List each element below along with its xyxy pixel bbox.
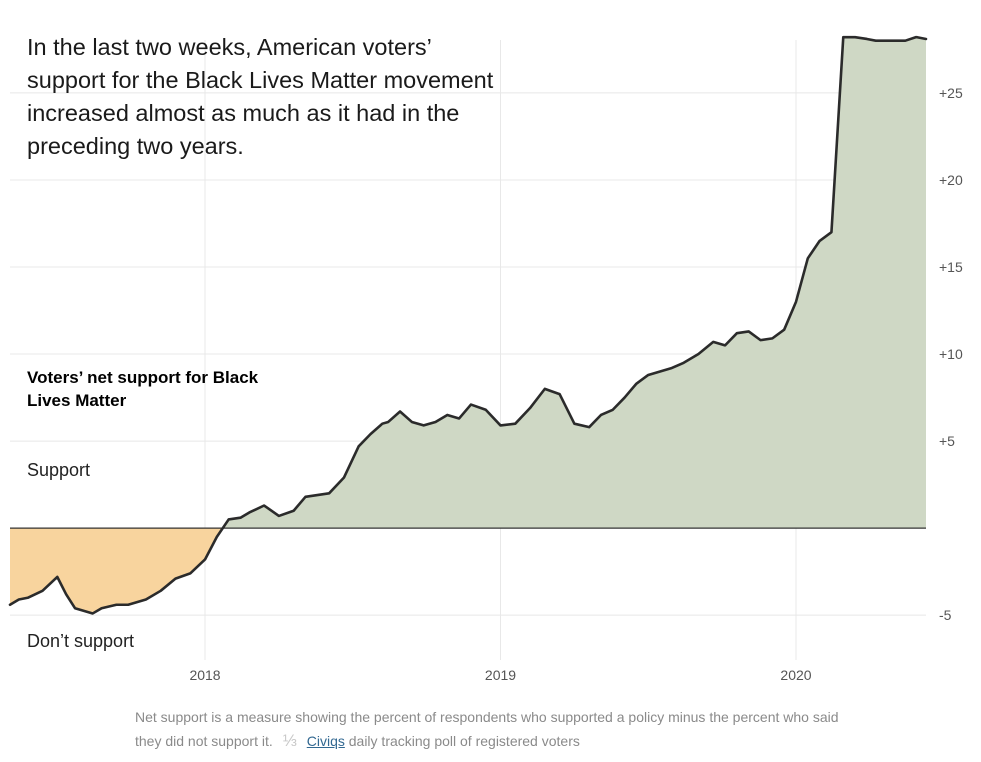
net-support-series-line (8, 35, 928, 615)
y-axis-ticks: -5 +5 +10 +15 +20 +25 (939, 85, 963, 623)
source-link[interactable]: Civiqs (306, 733, 345, 749)
y-tick-label: -5 (939, 607, 952, 623)
x-axis-ticks: 2018 2019 2020 (189, 667, 811, 683)
y-tick-label: +10 (939, 346, 963, 362)
net-support-line (8, 35, 928, 615)
y-tick-label: +15 (939, 259, 963, 275)
y-tick-label: +25 (939, 85, 963, 101)
x-tick-label: 2019 (485, 667, 516, 683)
dont-support-label: Don’t support (27, 631, 135, 651)
y-tick-label: +5 (939, 433, 955, 449)
x-tick-label: 2018 (189, 667, 220, 683)
separator-glyph: ⅓ (282, 731, 297, 750)
y-tick-label: +20 (939, 172, 963, 188)
area-fills (10, 37, 926, 614)
chart-title: Voters’ net support for Black Lives Matt… (27, 368, 259, 410)
oppose-area (10, 528, 926, 614)
source-description: daily tracking poll of registered voters (348, 733, 580, 749)
support-area (222, 37, 926, 529)
x-tick-label: 2020 (780, 667, 811, 683)
footnote-text: Net support is a measure showing the per… (135, 709, 839, 749)
footnote: Net support is a measure showing the per… (135, 705, 855, 753)
headline: In the last two weeks, American voters’ … (27, 34, 494, 159)
support-label: Support (27, 460, 91, 480)
